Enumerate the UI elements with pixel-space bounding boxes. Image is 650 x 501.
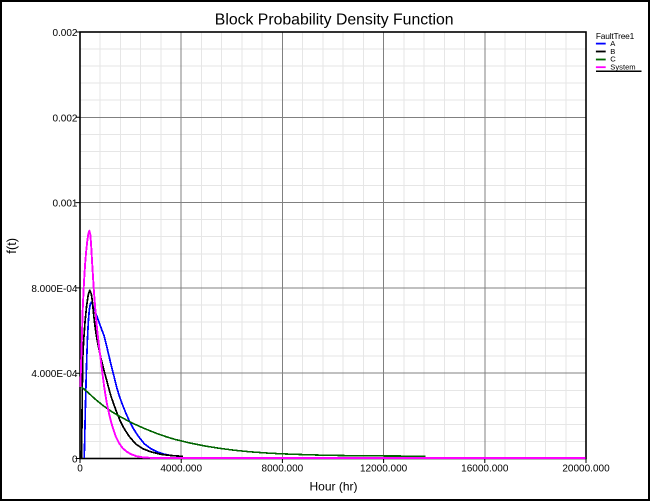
svg-text:0.002: 0.002 — [52, 113, 77, 124]
svg-text:A: A — [610, 39, 616, 48]
svg-text:16000.000: 16000.000 — [461, 463, 509, 474]
svg-text:8.000E-04: 8.000E-04 — [31, 284, 78, 295]
svg-text:8000.000: 8000.000 — [262, 463, 304, 474]
svg-text:0: 0 — [72, 455, 78, 466]
svg-text:0.001: 0.001 — [52, 199, 77, 210]
svg-text:System: System — [610, 63, 635, 72]
svg-text:Block Probability Density Func: Block Probability Density Function — [215, 12, 454, 29]
svg-text:0: 0 — [77, 463, 83, 474]
svg-text:4.000E-04: 4.000E-04 — [31, 369, 78, 380]
svg-text:B: B — [610, 47, 615, 56]
svg-text:FaultTree1: FaultTree1 — [596, 31, 635, 41]
svg-text:C: C — [610, 55, 616, 64]
svg-text:0.002: 0.002 — [52, 28, 77, 39]
svg-text:Hour (hr): Hour (hr) — [309, 480, 357, 494]
svg-text:20000.000: 20000.000 — [562, 463, 610, 474]
svg-text:f(t): f(t) — [4, 238, 19, 254]
svg-text:12000.000: 12000.000 — [360, 463, 408, 474]
svg-text:4000.000: 4000.000 — [160, 463, 202, 474]
